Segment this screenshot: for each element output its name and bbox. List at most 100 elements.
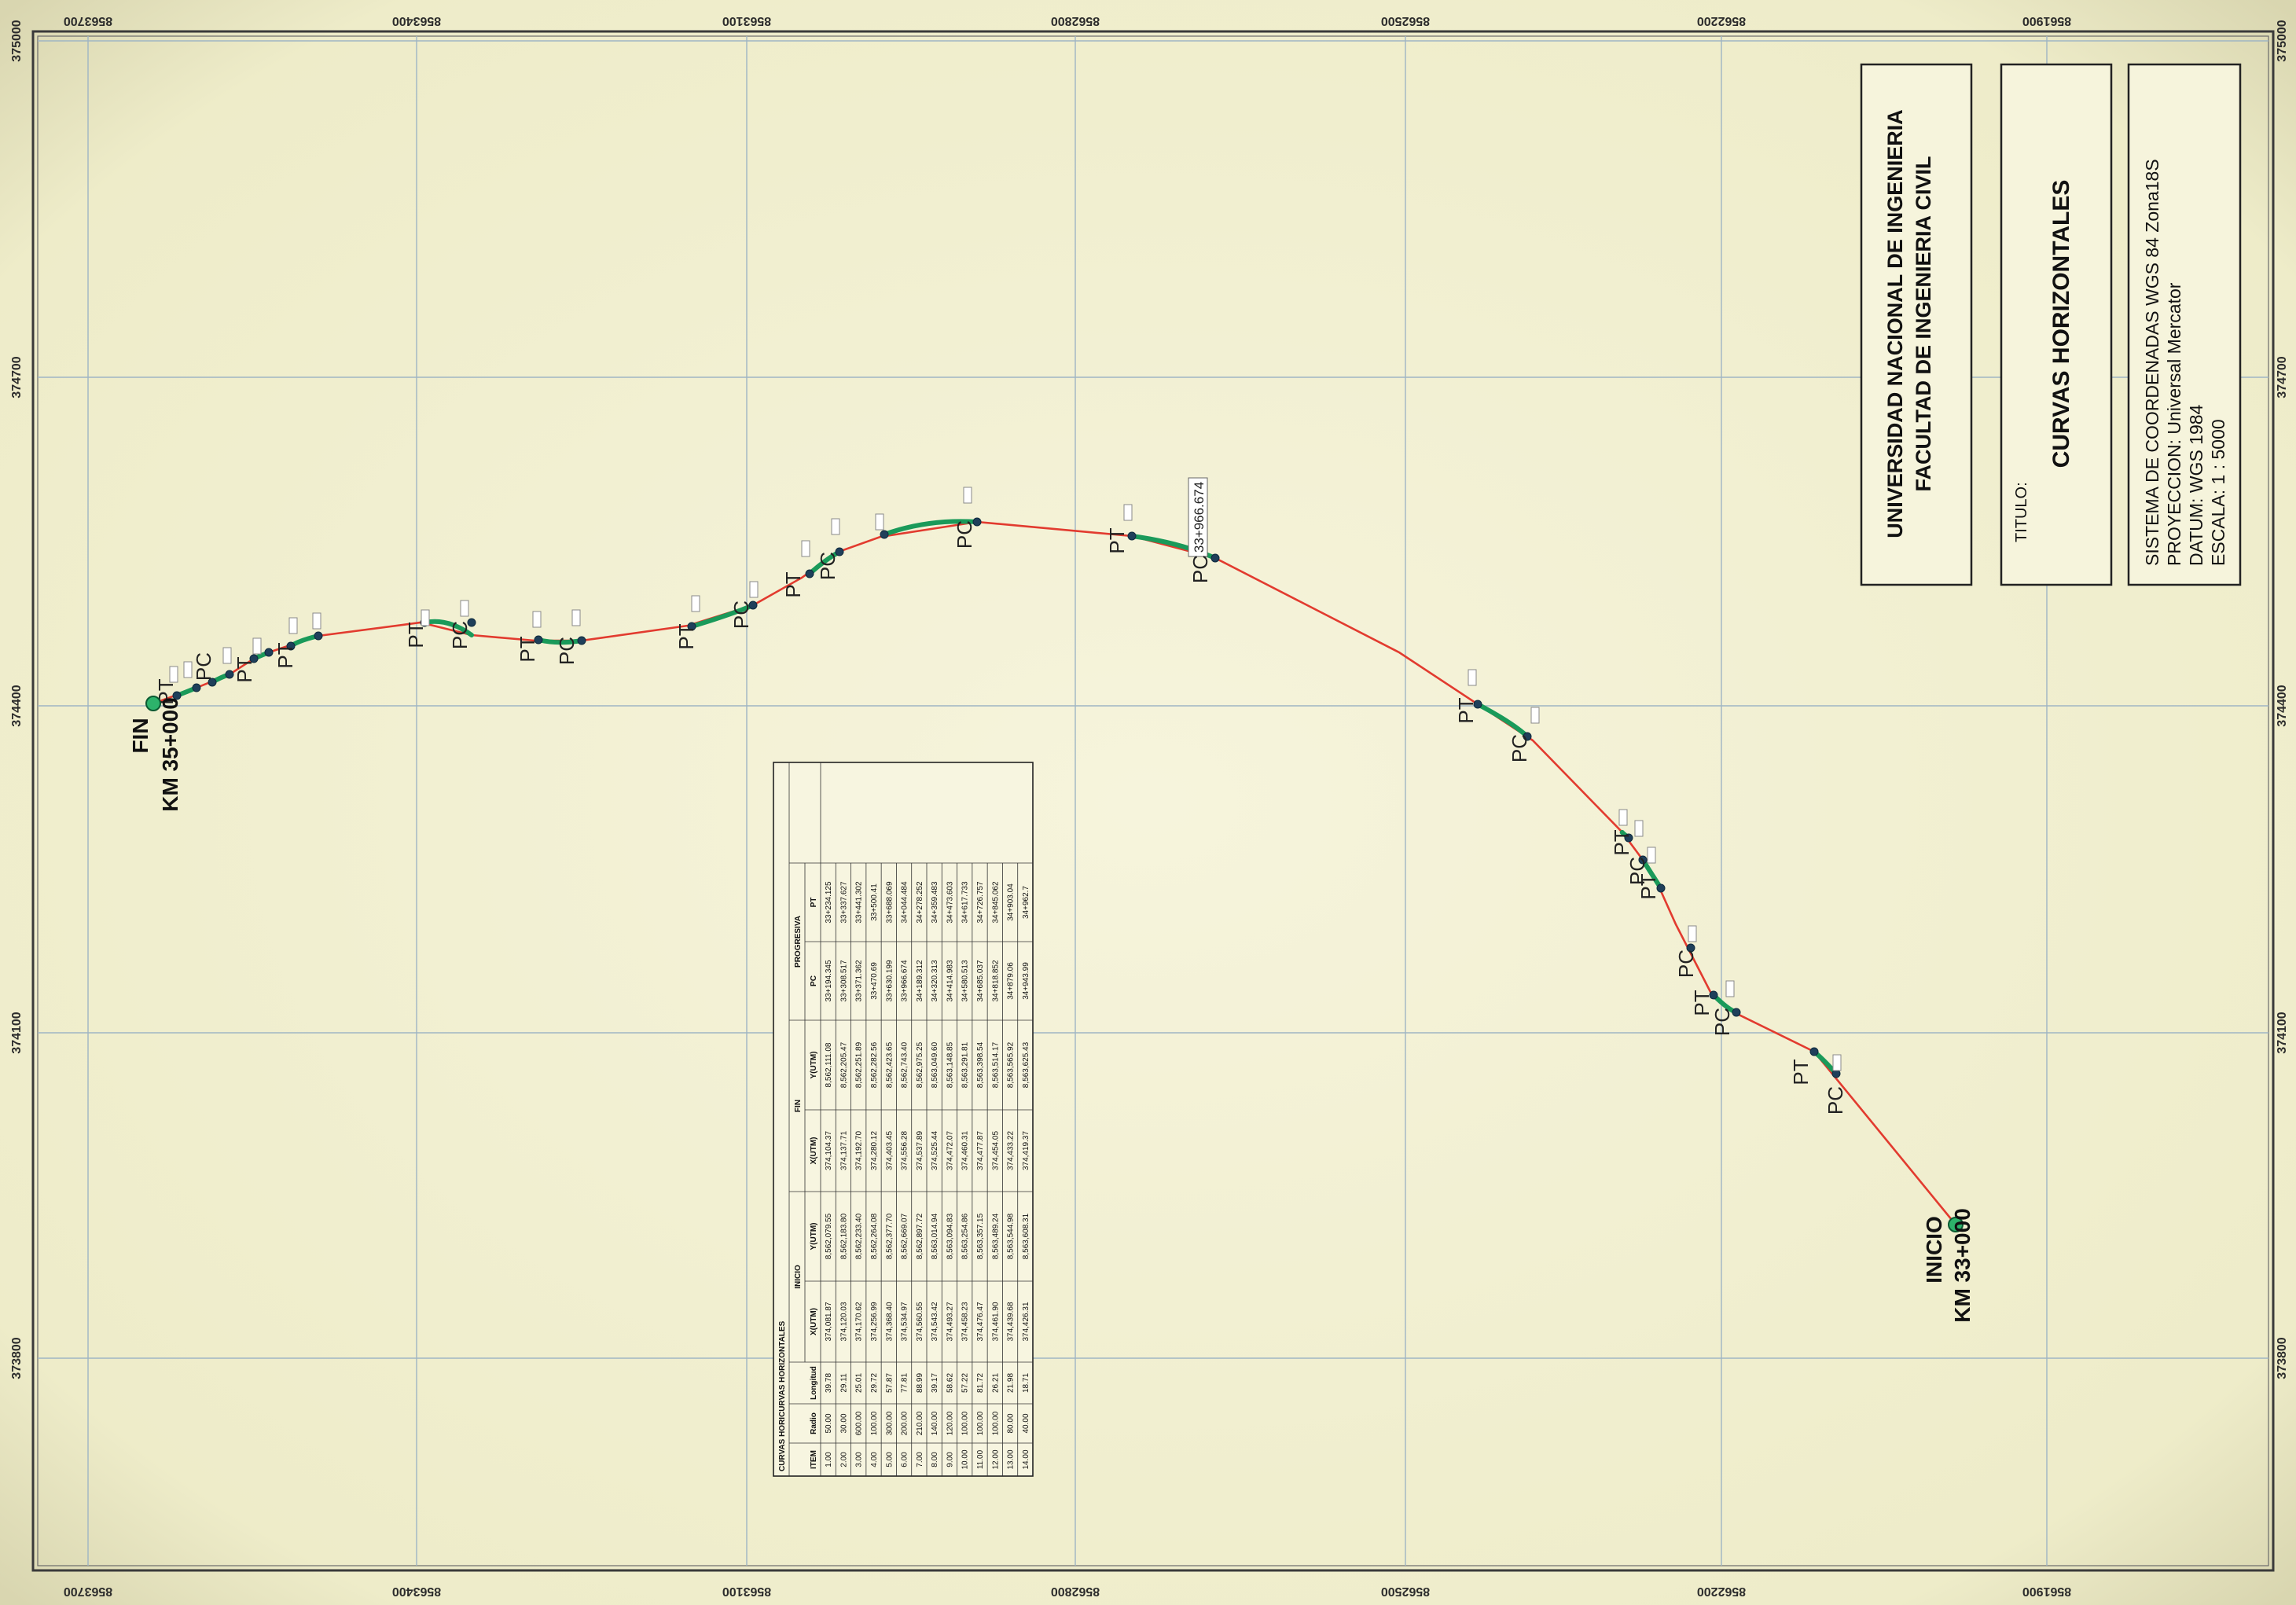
table-cell: 140.00 — [931, 1411, 939, 1435]
table-cell: 8,562,282.56 — [870, 1041, 879, 1088]
table-cell: 374,477.87 — [976, 1131, 985, 1170]
table-cell: 8,563,049.60 — [931, 1041, 939, 1088]
table-cell: 374,537.89 — [916, 1131, 924, 1170]
table-cell: 33+470.69 — [870, 962, 879, 1000]
table-cell: 8,563,014.94 — [931, 1213, 939, 1259]
table-header-cell: PT — [810, 898, 818, 908]
table-header-cell: PC — [810, 975, 818, 986]
end-point[interactable]: FIN KM 35+000 — [128, 696, 182, 812]
table-cell: 8,563,291.81 — [961, 1041, 970, 1088]
table-cell: 374,403.45 — [885, 1131, 894, 1170]
table-cell: 8,563,254.86 — [961, 1213, 970, 1259]
north-label-top: 8563100 — [722, 14, 771, 28]
table-group-header: FIN — [794, 1100, 803, 1112]
pc-label: PC — [1674, 949, 1698, 978]
east-label-left: 374400 — [10, 685, 24, 726]
north-label-top: 8563700 — [64, 14, 112, 28]
table-cell: 8,563,565.92 — [1007, 1041, 1016, 1088]
table-cell: 374,170.62 — [855, 1302, 864, 1341]
pt-label: PT — [781, 571, 805, 597]
table-cell: 374,368.40 — [885, 1302, 894, 1341]
map-frame — [31, 30, 2275, 1572]
north-label-bottom: 8562200 — [1697, 1585, 1746, 1598]
table-cell: 8.00 — [931, 1452, 939, 1467]
table-cell: 100.00 — [991, 1411, 1000, 1435]
pt-label: PT — [516, 636, 539, 662]
table-cell: 33+500.41 — [870, 883, 879, 921]
start-marker[interactable] — [1948, 1217, 1964, 1232]
table-cell: 29.72 — [870, 1373, 879, 1393]
table-title: CURVAS HORICURVAS HORIZONTALES — [778, 1320, 787, 1471]
table-cell: 8,563,544.98 — [1007, 1213, 1016, 1259]
table-cell: 50.00 — [825, 1413, 833, 1433]
table-group-header: PROGRESIVA — [794, 916, 803, 968]
east-label-left: 375000 — [10, 20, 24, 61]
pt-label: PT — [404, 622, 428, 648]
table-cell: 30.00 — [839, 1413, 848, 1433]
scale-text: ESCALA: 1 : 5000 — [2208, 419, 2228, 566]
table-cell: 34+320.313 — [931, 960, 939, 1002]
table-cell: 34+726.757 — [976, 881, 985, 924]
table-cell: 33+337.627 — [839, 881, 848, 924]
table-cell: 8,562,377.70 — [885, 1213, 894, 1259]
table-cell: 81.72 — [976, 1373, 985, 1393]
table-cell: 8,563,148.85 — [946, 1041, 954, 1088]
table-cell: 2.00 — [839, 1452, 848, 1467]
table-cell: 34+278.252 — [916, 881, 924, 924]
north-label-top: 8563400 — [392, 14, 441, 28]
table-cell: 33+194.345 — [825, 960, 833, 1002]
start-point[interactable]: INICIO KM 33+000 — [1922, 1208, 1975, 1323]
table-header-cell: Y(UTM) — [810, 1052, 818, 1079]
north-label-bottom: 8561900 — [2022, 1585, 2071, 1598]
table-cell: 374,120.03 — [839, 1302, 848, 1341]
table-cell: 11.00 — [976, 1449, 985, 1469]
table-cell: 18.71 — [1022, 1373, 1030, 1393]
table-cell: 4.00 — [870, 1452, 879, 1467]
table-cell: 100.00 — [976, 1411, 985, 1435]
table-cell: 3.00 — [855, 1452, 864, 1467]
end-marker[interactable] — [145, 696, 161, 711]
table-cell: 374,439.68 — [1007, 1302, 1016, 1341]
table-cell: 88.99 — [916, 1373, 924, 1393]
table-cell: 600.00 — [855, 1411, 864, 1435]
table-cell: 8,562,975.25 — [916, 1041, 924, 1088]
start-name: INICIO — [1922, 1216, 1946, 1284]
table-cell: 34+879.06 — [1007, 962, 1016, 1000]
table-cell: 8,563,625.43 — [1022, 1041, 1030, 1088]
table-cell: 40.00 — [1022, 1413, 1030, 1433]
coordinate-system: SISTEMA DE COORDENADAS WGS 84 Zona18S — [2142, 159, 2162, 566]
table-cell: 8,563,514.17 — [991, 1041, 1000, 1088]
table-cell: 33+234.125 — [825, 881, 833, 924]
table-cell: 8,563,608.31 — [1022, 1213, 1030, 1259]
pc-label: PC — [729, 600, 753, 629]
table-header-cell: X(UTM) — [810, 1137, 818, 1165]
east-label-right: 374700 — [2276, 356, 2289, 398]
table-cell: 374,493.27 — [946, 1302, 954, 1341]
table-cell: 8,562,264.08 — [870, 1213, 879, 1259]
pt-label: PT — [1454, 697, 1478, 723]
table-cell: 77.81 — [901, 1373, 909, 1393]
pt-label: PT — [233, 656, 256, 682]
pc-label: PC — [1710, 1008, 1734, 1036]
table-cell: 374,104.37 — [825, 1131, 833, 1170]
table-header-cell: X(UTM) — [810, 1308, 818, 1335]
pc-label: PC — [555, 637, 579, 665]
table-cell: 374,476.47 — [976, 1302, 985, 1341]
table-cell: 100.00 — [961, 1411, 970, 1435]
pc-label: PC — [1508, 734, 1531, 762]
table-cell: 120.00 — [946, 1411, 954, 1435]
table-cell: 8,563,094.83 — [946, 1213, 954, 1259]
table-cell: 33+441.302 — [855, 881, 864, 924]
table-cell: 8,562,233.40 — [855, 1213, 864, 1259]
table-cell: 8,562,423.65 — [885, 1041, 894, 1088]
table-cell: 374,137.71 — [839, 1131, 848, 1170]
pt-label: PT — [674, 623, 698, 649]
table-cell: 200.00 — [901, 1411, 909, 1435]
table-cell: 57.22 — [961, 1373, 970, 1393]
north-label-bottom: 8563100 — [722, 1585, 771, 1598]
table-cell: 374,460.31 — [961, 1131, 970, 1170]
table-cell: 33+308.517 — [839, 960, 848, 1002]
table-cell: 9.00 — [946, 1452, 954, 1467]
table-cell: 10.00 — [961, 1449, 970, 1469]
